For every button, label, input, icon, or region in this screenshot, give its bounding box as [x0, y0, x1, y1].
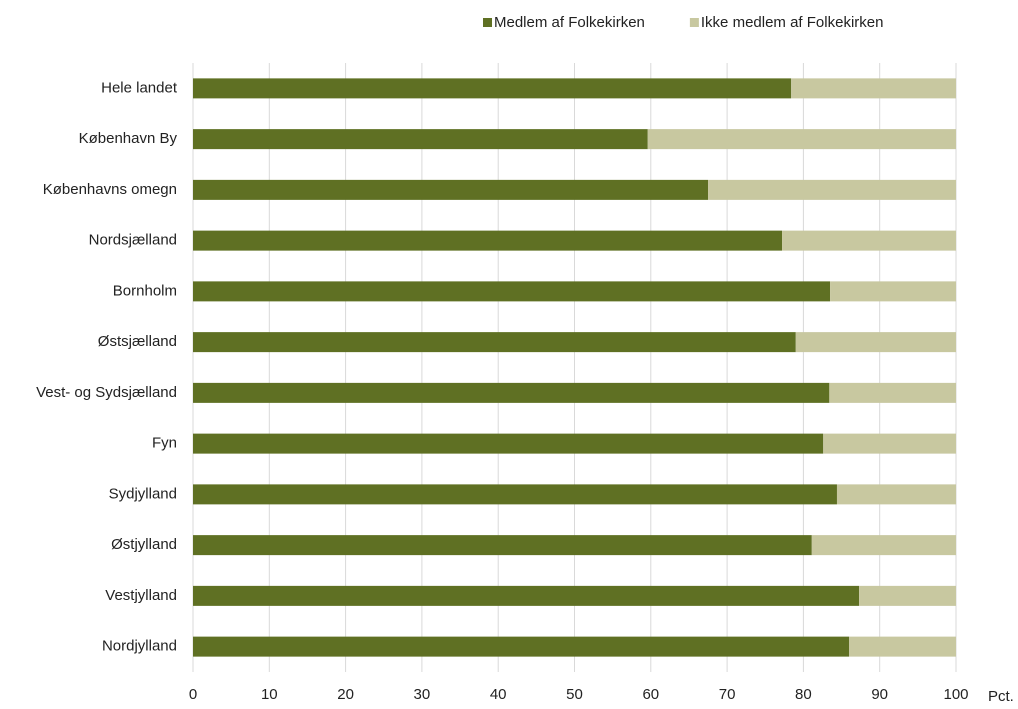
bar-segment — [829, 382, 956, 403]
x-tick-label: 50 — [566, 686, 583, 703]
x-axis-label: Pct. — [988, 688, 1014, 705]
y-tick-label: Vest- og Sydsjælland — [36, 384, 177, 401]
x-tick-label: 80 — [795, 686, 812, 703]
y-tick-label: Hele landet — [101, 79, 178, 96]
bar-segment — [823, 433, 956, 454]
bar-segment — [708, 179, 956, 200]
y-tick-label: Østsjælland — [98, 333, 177, 350]
bar-segment — [193, 129, 648, 150]
x-tick-label: 20 — [337, 686, 354, 703]
bar-segment — [193, 78, 792, 99]
y-tick-label: Nordjylland — [102, 638, 177, 655]
x-tick-label: 70 — [719, 686, 736, 703]
bar-segment — [193, 636, 850, 657]
legend-swatch — [689, 18, 699, 27]
x-tick-label: 0 — [189, 686, 197, 703]
y-tick-label: Fyn — [152, 435, 177, 452]
bar-segment — [811, 535, 956, 556]
y-tick-label: København By — [79, 130, 178, 147]
legend-label: Medlem af Folkekirken — [494, 14, 645, 31]
bar-segment — [193, 230, 783, 251]
bar-segment — [859, 585, 956, 606]
bar-segment — [193, 585, 860, 606]
x-tick-label: 90 — [871, 686, 888, 703]
bar-segment — [193, 179, 709, 200]
bar-segment — [830, 281, 956, 302]
x-tick-label: 30 — [414, 686, 431, 703]
bar-segment — [193, 433, 824, 454]
bar-segment — [795, 332, 956, 353]
bar-segment — [193, 332, 796, 353]
x-tick-label: 10 — [261, 686, 278, 703]
y-tick-label: Nordsjælland — [89, 232, 177, 249]
bar-segment — [791, 78, 956, 99]
y-tick-label: Sydjylland — [109, 485, 177, 502]
x-tick-label: 40 — [490, 686, 507, 703]
bar-segment — [836, 484, 956, 505]
bar-segment — [782, 230, 956, 251]
bar-segment — [193, 535, 812, 556]
bar-segment — [647, 129, 956, 150]
legend-swatch — [483, 18, 492, 27]
x-tick-label: 60 — [642, 686, 659, 703]
bar-segment — [193, 281, 831, 302]
y-tick-label: Københavns omegn — [43, 181, 177, 198]
legend-label: Ikke medlem af Folkekirken — [701, 14, 884, 31]
y-tick-label: Vestjylland — [105, 587, 177, 604]
bar-segment — [193, 382, 830, 403]
y-tick-label: Bornholm — [113, 282, 177, 299]
bar-segment — [193, 484, 837, 505]
y-tick-label: Østjylland — [111, 536, 177, 553]
bar-segment — [849, 636, 956, 657]
x-tick-label: 100 — [943, 686, 968, 703]
